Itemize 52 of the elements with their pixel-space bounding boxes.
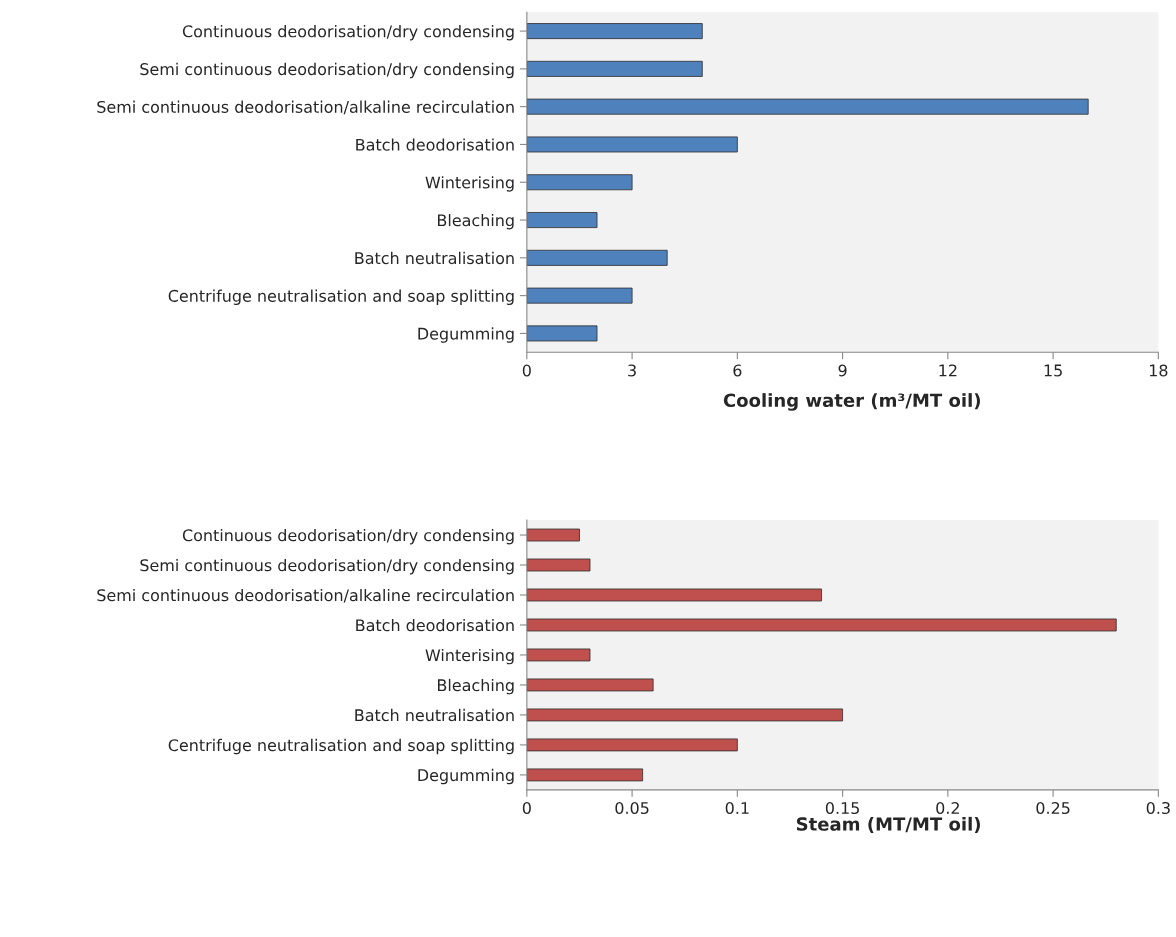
x-axis-title: Cooling water (m³/MT oil) <box>723 393 980 411</box>
bar <box>526 768 644 782</box>
bar <box>526 249 668 266</box>
y-tick-label: Semi continuous deodorisation/dry condensing <box>140 558 514 575</box>
x-tick-label: 3 <box>628 364 636 377</box>
y-tick-label: Bleaching <box>437 213 514 230</box>
y-tick-label: Degumming <box>418 327 514 343</box>
y-tick-label: Centrifuge neutralisation and soap splitting <box>168 289 514 306</box>
x-tick-label: 15 <box>1044 364 1062 377</box>
bar <box>526 738 738 752</box>
x-tick-label: 0.05 <box>615 801 649 815</box>
y-tick-label: Centrifuge neutralisation and soap splitting <box>168 738 514 755</box>
y-tick-label: Batch neutralisation <box>355 708 514 722</box>
x-axis-title: Steam (MT/MT oil) <box>796 816 980 833</box>
bar <box>526 23 703 40</box>
y-tick-label: Degumming <box>418 768 514 785</box>
y-tick-label: Semi continuous deodorisation/alkaline recirculation <box>97 588 514 603</box>
bar <box>526 212 598 229</box>
y-tick-label: Continuous deodorisation/dry condensing <box>182 25 514 41</box>
bar <box>526 174 633 191</box>
bar <box>526 588 822 602</box>
x-tick-label: 18 <box>1149 364 1168 377</box>
y-tick-label: Batch deodorisation <box>356 138 514 151</box>
x-tick-label: 0.2 <box>936 801 959 815</box>
x-tick-label: 12 <box>939 364 957 377</box>
bar <box>526 678 654 692</box>
bar <box>526 287 633 304</box>
y-tick-label: Winterising <box>425 176 514 192</box>
y-tick-label: Continuous deodorisation/dry condensing <box>182 528 514 545</box>
x-tick-label: 0.3 <box>1146 801 1170 815</box>
y-tick-label: Winterising <box>425 648 514 665</box>
bar <box>526 98 1089 115</box>
x-tick-label: 0.1 <box>725 801 749 815</box>
bar <box>526 708 844 722</box>
x-tick-label: 6 <box>733 364 742 377</box>
bar <box>526 648 591 662</box>
y-tick-label: Semi continuous deodorisation/alkaline recirculation <box>97 100 514 115</box>
y-tick-label: Bleaching <box>437 678 514 695</box>
bar <box>526 136 738 153</box>
bar <box>526 528 580 542</box>
bar <box>526 558 591 572</box>
x-tick-label: 0 <box>522 364 531 377</box>
bar <box>526 618 1117 632</box>
y-tick-label: Batch deodorisation <box>356 618 514 632</box>
bar <box>526 60 703 77</box>
y-tick-label: Semi continuous deodorisation/dry condensing <box>140 62 514 79</box>
x-tick-label: 9 <box>838 364 847 377</box>
x-tick-label: 0.15 <box>825 801 859 815</box>
x-tick-label: 0 <box>522 801 531 815</box>
x-tick-label: 0.25 <box>1036 801 1070 815</box>
y-tick-label: Batch neutralisation <box>355 251 514 265</box>
bar <box>526 325 598 342</box>
